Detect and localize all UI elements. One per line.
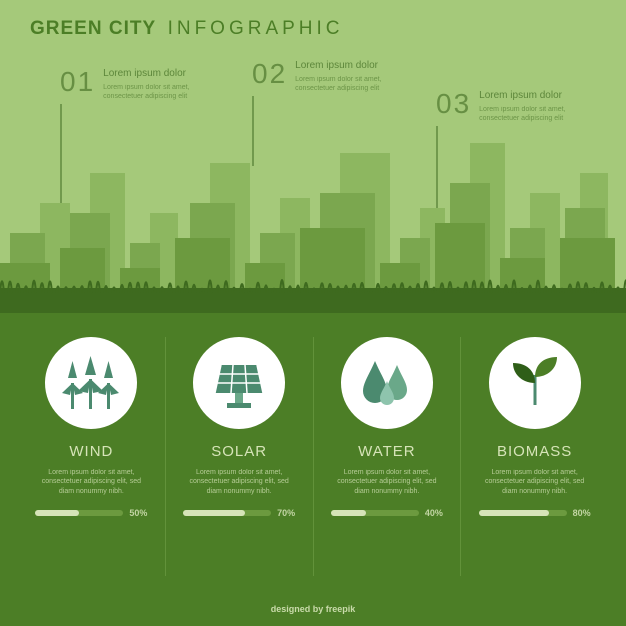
category-desc: Lorem ipsum dolor sit amet, consectetuer…: [332, 468, 442, 496]
grass-divider: [0, 273, 626, 313]
category-solar: SOLAR Lorem ipsum dolor sit amet, consec…: [168, 337, 311, 576]
column-separator: [460, 337, 461, 576]
percent-label: 50%: [129, 508, 147, 518]
column-separator: [313, 337, 314, 576]
callout-title: Lorem ipsum dolor: [295, 60, 405, 72]
progress-bar: 70%: [168, 508, 311, 518]
credit-line: designed by freepik: [0, 604, 626, 614]
category-desc: Lorem ipsum dolor sit amet, consectetuer…: [184, 468, 294, 496]
percent-label: 40%: [425, 508, 443, 518]
title-bold: GREEN CITY: [30, 18, 156, 39]
progress-bar: 40%: [316, 508, 459, 518]
category-biomass: BIOMASS Lorem ipsum dolor sit amet, cons…: [463, 337, 606, 576]
category-water: WATER Lorem ipsum dolor sit amet, consec…: [316, 337, 459, 576]
solar-icon: [193, 337, 285, 429]
callout-01: 01 Lorem ipsum dolor Lorem ipsum dolor s…: [60, 68, 213, 101]
callout-desc: Lorem ipsum dolor sit amet, consectetuer…: [295, 75, 405, 93]
percent-label: 80%: [573, 508, 591, 518]
progress-bar: 80%: [463, 508, 606, 518]
title-light: INFOGRAPHIC: [168, 18, 344, 39]
main-title: GREEN CITY INFOGRAPHIC: [30, 18, 344, 40]
callout-number: 02: [252, 60, 287, 88]
callout-desc: Lorem ipsum dolor sit amet, consectetuer…: [103, 83, 213, 101]
category-desc: Lorem ipsum dolor sit amet, consectetuer…: [480, 468, 590, 496]
stats-panel: WIND Lorem ipsum dolor sit amet, consect…: [0, 313, 626, 626]
category-name: WATER: [358, 443, 416, 460]
category-name: WIND: [69, 443, 113, 460]
callout-title: Lorem ipsum dolor: [479, 90, 589, 102]
category-desc: Lorem ipsum dolor sit amet, consectetuer…: [36, 468, 146, 496]
percent-label: 70%: [277, 508, 295, 518]
callout-02: 02 Lorem ipsum dolor Lorem ipsum dolor s…: [252, 60, 405, 93]
hero-panel: GREEN CITY INFOGRAPHIC 01 Lorem ipsum do…: [0, 0, 626, 313]
biomass-icon: [489, 337, 581, 429]
category-wind: WIND Lorem ipsum dolor sit amet, consect…: [20, 337, 163, 576]
progress-bar: 50%: [20, 508, 163, 518]
wind-icon: [45, 337, 137, 429]
category-name: SOLAR: [211, 443, 267, 460]
category-name: BIOMASS: [497, 443, 572, 460]
callout-title: Lorem ipsum dolor: [103, 68, 213, 80]
water-icon: [341, 337, 433, 429]
callout-number: 01: [60, 68, 95, 96]
column-separator: [165, 337, 166, 576]
